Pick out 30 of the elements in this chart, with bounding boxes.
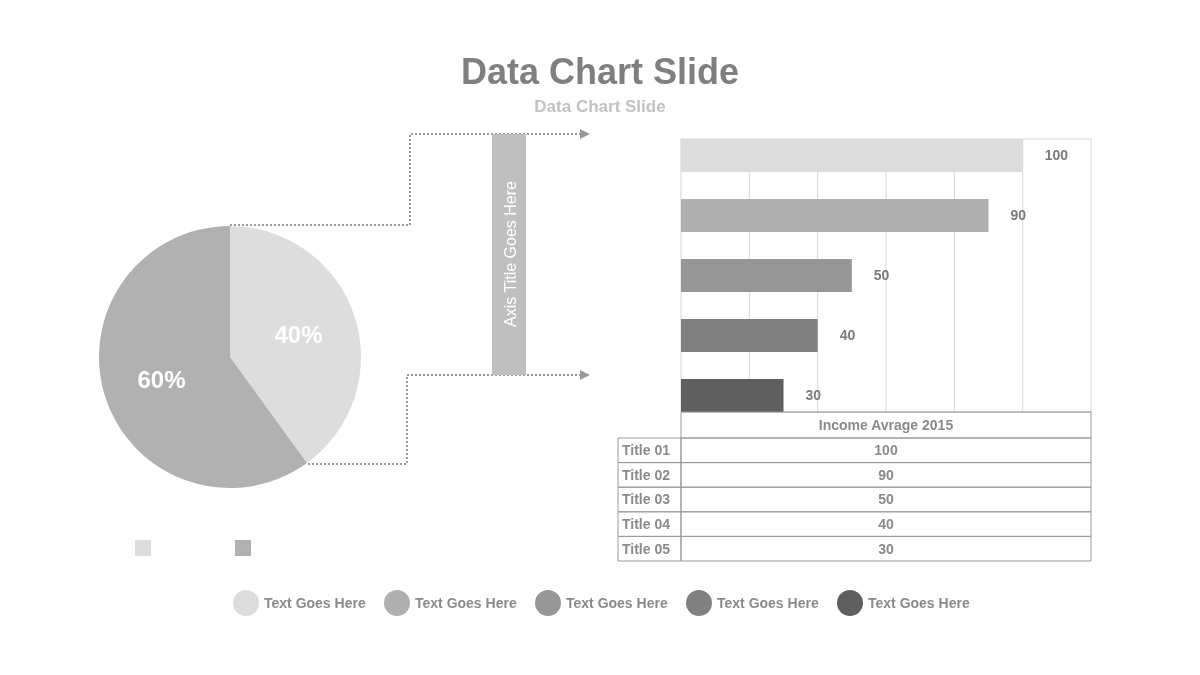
bar bbox=[681, 319, 818, 352]
data-label: 90 bbox=[1010, 207, 1027, 224]
pie-slice bbox=[230, 226, 361, 463]
text: Text Goes Here bbox=[566, 594, 668, 611]
text: Text Goes Here bbox=[264, 594, 366, 611]
bar bbox=[681, 259, 852, 292]
data-label: 40 bbox=[878, 516, 894, 532]
bar bbox=[681, 199, 989, 232]
category-label: Title 01 bbox=[622, 442, 671, 459]
text: Data Chart Slide bbox=[460, 51, 740, 92]
data-label: 90 bbox=[878, 466, 894, 483]
text: Text Goes Here bbox=[717, 594, 819, 611]
data-label: 40 bbox=[839, 327, 856, 344]
data-label: 30 bbox=[805, 387, 822, 404]
text: Text Goes Here bbox=[868, 594, 970, 611]
data-label: 100 bbox=[874, 442, 898, 459]
category-label: Title 05 bbox=[622, 540, 671, 557]
data-label: 50 bbox=[873, 267, 890, 284]
bar bbox=[681, 379, 784, 412]
category-label: Title 03 bbox=[622, 491, 671, 508]
text: Income Avrage 2015 bbox=[818, 416, 954, 433]
data-label: 100 bbox=[1044, 147, 1069, 164]
data-label: 50 bbox=[878, 491, 894, 508]
category-label: Title 02 bbox=[622, 466, 671, 483]
data-label: 60% bbox=[137, 365, 186, 393]
data-label: 30 bbox=[878, 540, 894, 557]
text: Text Goes Here bbox=[415, 594, 517, 611]
text: Data Chart Slide bbox=[534, 97, 666, 116]
y-axis-title: Axis Title Goes Here bbox=[502, 180, 519, 327]
category-label: Title 04 bbox=[622, 516, 671, 532]
